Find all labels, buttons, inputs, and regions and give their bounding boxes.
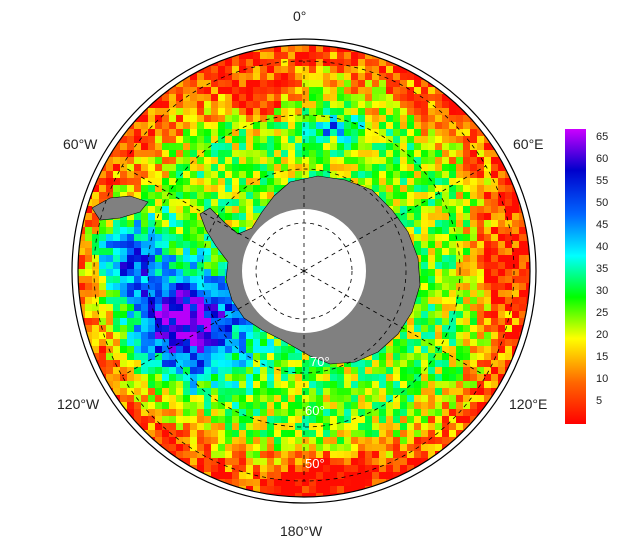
meridian-line	[303, 270, 487, 377]
colorbar-tick-20: 20	[596, 328, 609, 341]
latitude-circle	[201, 168, 407, 374]
colorbar-tick-40: 40	[596, 240, 609, 253]
meridian-line	[121, 270, 305, 377]
colorbar-tick-65: 65	[596, 130, 609, 143]
lat-label-1: 60°	[305, 403, 325, 418]
lon-label-60w: 60°W	[63, 136, 98, 152]
lon-label-120w: 120°W	[57, 396, 100, 412]
lat-label-2: 50°	[305, 456, 325, 471]
colorbar-tick-10: 10	[596, 372, 609, 385]
lon-label-120e: 120°E	[509, 396, 548, 412]
lon-label-180w: 180°W	[280, 523, 323, 539]
data-field	[78, 45, 530, 497]
colorbar-tick-30: 30	[596, 284, 609, 297]
colorbar-tick-55: 55	[596, 174, 609, 187]
colorbar	[565, 129, 586, 424]
map-border-inner	[77, 44, 531, 498]
meridian-line	[121, 165, 305, 272]
lon-label-60e: 60°E	[513, 136, 544, 152]
meridian-line	[303, 165, 487, 272]
colorbar-tick-15: 15	[596, 350, 609, 363]
colorbar-tick-60: 60	[596, 152, 609, 165]
colorbar-tick-45: 45	[596, 218, 609, 231]
map-border-outer	[71, 38, 537, 504]
colorbar-tick-35: 35	[596, 262, 609, 275]
lon-label-0: 0°	[293, 8, 307, 24]
colorbar-tick-5: 5	[596, 394, 603, 407]
colorbar-tick-25: 25	[596, 306, 609, 319]
latitude-circle	[147, 114, 461, 428]
lat-label-0: 70°	[310, 354, 330, 369]
colorbar-tick-50: 50	[596, 196, 609, 209]
